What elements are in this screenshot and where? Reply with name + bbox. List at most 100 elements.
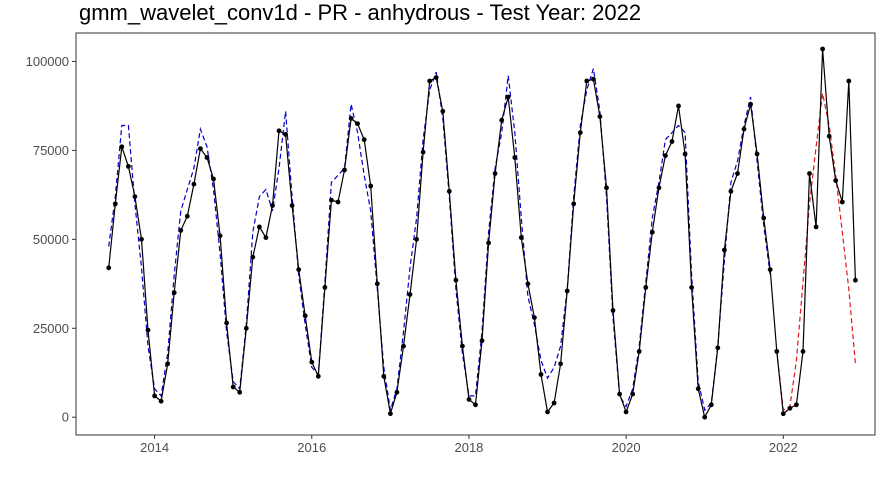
- y-tick-label: 0: [62, 410, 69, 425]
- data-point: [329, 197, 334, 203]
- data-point: [466, 397, 472, 402]
- data-point: [374, 281, 380, 287]
- data-point: [479, 338, 485, 344]
- data-point: [309, 359, 315, 365]
- data-point: [250, 254, 256, 260]
- data-point: [342, 167, 347, 173]
- y-tick-label: 100000: [26, 54, 69, 69]
- data-point: [826, 133, 832, 139]
- data-point: [224, 320, 230, 326]
- data-point: [807, 171, 812, 176]
- data-point: [132, 194, 138, 200]
- data-point: [558, 361, 563, 367]
- data-point: [813, 224, 819, 230]
- data-point: [577, 130, 583, 136]
- data-point: [125, 164, 131, 169]
- data-point: [754, 151, 760, 157]
- data-point: [145, 327, 151, 333]
- data-point: [715, 345, 721, 351]
- data-point: [741, 126, 747, 132]
- data-point: [591, 76, 596, 82]
- data-point: [492, 171, 498, 176]
- data-point: [139, 236, 144, 242]
- data-point: [669, 139, 675, 144]
- data-point: [702, 414, 708, 420]
- data-point: [538, 372, 544, 377]
- data-point: [604, 185, 609, 191]
- data-point: [270, 203, 275, 208]
- data-point: [708, 402, 714, 408]
- data-point: [433, 75, 439, 80]
- data-point: [473, 402, 478, 408]
- data-point: [636, 349, 642, 354]
- data-point: [446, 188, 452, 194]
- data-point: [204, 155, 210, 160]
- points-layer: [106, 46, 858, 420]
- x-tick-label: 2014: [140, 440, 169, 455]
- data-point: [649, 229, 655, 235]
- data-point: [499, 117, 505, 123]
- data-point: [518, 235, 524, 241]
- data-point: [597, 114, 603, 119]
- x-tick-label: 2016: [297, 440, 326, 455]
- data-point: [230, 384, 236, 390]
- data-point: [361, 137, 367, 143]
- data-point: [198, 146, 203, 152]
- data-point: [171, 290, 177, 296]
- data-point: [152, 393, 158, 399]
- data-point: [722, 247, 727, 253]
- data-point: [296, 267, 302, 272]
- data-point: [846, 78, 852, 84]
- data-point: [414, 236, 419, 242]
- data-point: [263, 235, 269, 241]
- y-tick-label: 25000: [33, 321, 69, 336]
- data-point: [184, 213, 190, 219]
- data-point: [427, 78, 433, 84]
- x-tick-label: 2022: [769, 440, 798, 455]
- data-point: [610, 308, 616, 313]
- data-point: [420, 149, 426, 155]
- data-point: [767, 267, 773, 272]
- data-point: [761, 215, 767, 221]
- data-point: [348, 116, 354, 121]
- data-point: [623, 409, 629, 415]
- data-point: [315, 373, 321, 379]
- data-point: [839, 199, 845, 205]
- chart-title: gmm_wavelet_conv1d - PR - anhydrous - Te…: [79, 0, 641, 25]
- data-point: [335, 199, 341, 205]
- data-point: [276, 128, 282, 134]
- data-point: [728, 188, 734, 194]
- data-point: [486, 240, 491, 246]
- data-point: [401, 343, 406, 349]
- data-point: [695, 386, 701, 392]
- data-point: [237, 389, 243, 395]
- data-point: [571, 201, 577, 207]
- y-tick-label: 50000: [33, 232, 69, 247]
- data-point: [460, 343, 465, 349]
- data-point: [368, 183, 374, 189]
- data-point: [532, 315, 537, 320]
- data-point: [512, 155, 518, 160]
- data-point: [735, 171, 740, 176]
- data-point: [165, 361, 171, 367]
- data-point: [440, 108, 446, 114]
- data-point: [787, 405, 793, 411]
- data-point: [505, 94, 511, 100]
- data-point: [394, 389, 400, 395]
- data-point: [178, 228, 184, 233]
- data-point: [748, 101, 753, 107]
- plot-panel: [75, 32, 876, 436]
- data-point: [119, 144, 125, 150]
- data-point: [158, 398, 164, 404]
- data-point: [525, 281, 531, 287]
- x-tick-label: 2018: [454, 440, 483, 455]
- data-point: [584, 78, 590, 84]
- data-point: [617, 391, 622, 397]
- x-axis: 2014 2016 2018 2020 2022: [140, 435, 798, 455]
- data-point: [257, 224, 262, 230]
- data-point: [388, 411, 393, 417]
- data-point: [112, 201, 118, 207]
- data-point: [820, 46, 825, 52]
- data-point: [407, 292, 413, 297]
